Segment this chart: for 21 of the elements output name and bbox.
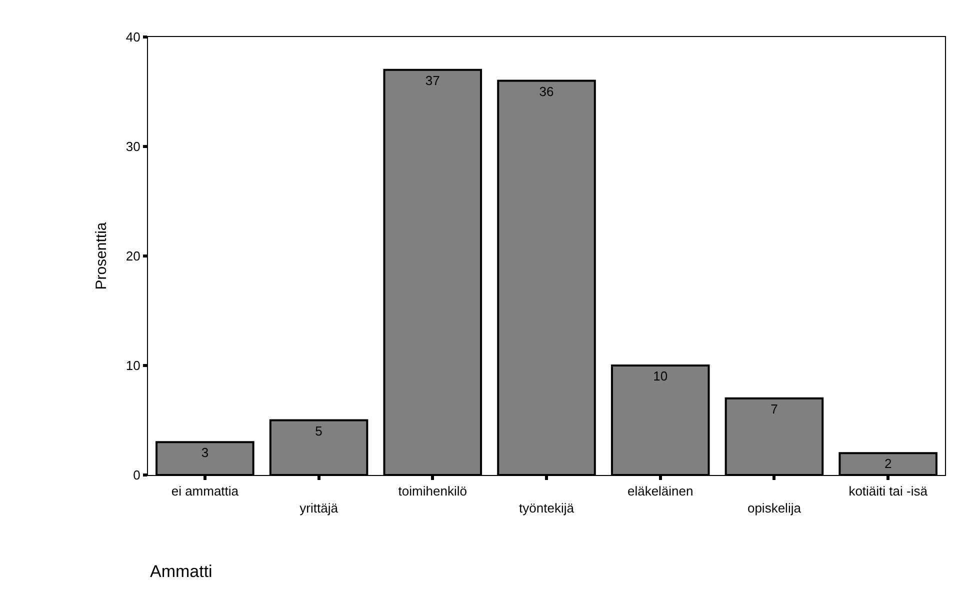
x-tick-label: ei ammattia: [171, 484, 240, 499]
data-label: 3: [201, 445, 209, 460]
data-label: 36: [539, 84, 554, 99]
data-label: 10: [653, 368, 668, 384]
data-label: 5: [315, 423, 322, 438]
y-tick-label: 20: [126, 248, 140, 264]
x-tick-label: toimihenkilö: [398, 484, 467, 499]
x-tick-label: eläkeläinen: [627, 484, 694, 499]
data-label: 2: [884, 456, 892, 472]
x-tick-label: opiskelija: [747, 500, 802, 516]
data-label: 7: [770, 401, 778, 416]
y-tick-label: 0: [133, 468, 140, 483]
y-axis-title: Prosenttia: [93, 222, 110, 290]
x-tick-label: kotiäiti tai -isä: [848, 484, 928, 499]
x-tick-label: yrittäjä: [300, 500, 339, 516]
x-tick-label: työntekijä: [519, 500, 575, 516]
y-tick-label: 30: [126, 139, 140, 154]
y-tick-label: 10: [126, 358, 140, 374]
y-tick-label: 40: [126, 30, 140, 45]
text: Ammatti: [150, 562, 212, 581]
data-label: 37: [425, 72, 440, 88]
